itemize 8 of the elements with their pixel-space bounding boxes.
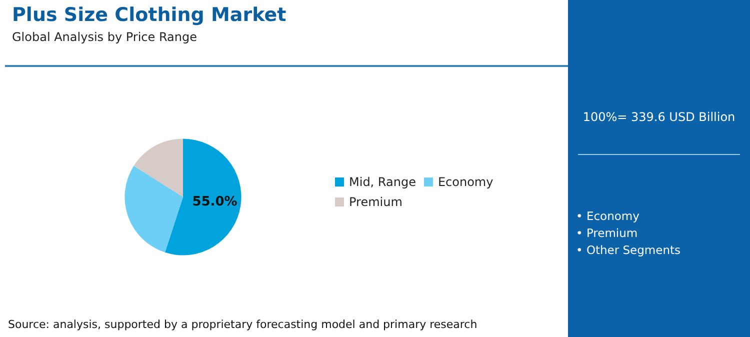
side-panel: 100%= 339.6 USD Billion • Economy • Premium • Other Segments [568,0,750,337]
chart-subtitle: Global Analysis by Price Range [12,30,198,44]
legend-label: Economy [438,175,494,189]
legend-label: Mid, Range [349,175,416,189]
chart-title: Plus Size Clothing Market [12,4,286,26]
source-note: Source: analysis, supported by a proprietary forecasting model and primary research [8,318,478,331]
legend-label: Premium [349,195,402,209]
data-label: 55.0% [192,194,238,210]
